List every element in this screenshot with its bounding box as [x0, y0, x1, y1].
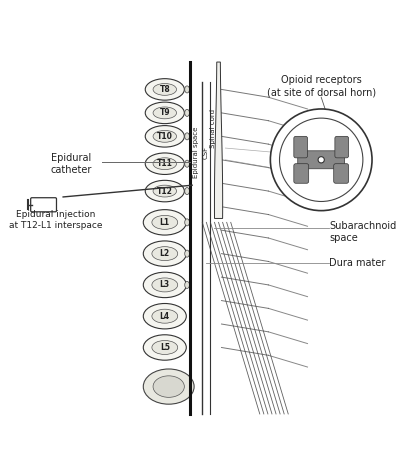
Ellipse shape — [185, 250, 190, 257]
Ellipse shape — [185, 188, 190, 195]
Text: T12: T12 — [157, 187, 173, 196]
Ellipse shape — [185, 281, 190, 288]
Text: Dura mater: Dura mater — [329, 258, 385, 268]
Ellipse shape — [153, 376, 184, 397]
Text: Subarachnoid
space: Subarachnoid space — [329, 221, 396, 243]
Ellipse shape — [143, 209, 186, 235]
Polygon shape — [215, 62, 222, 218]
Text: L1: L1 — [160, 218, 170, 227]
Ellipse shape — [145, 79, 184, 100]
Text: T8: T8 — [159, 85, 170, 94]
FancyBboxPatch shape — [335, 136, 349, 158]
Ellipse shape — [143, 335, 186, 360]
Ellipse shape — [185, 133, 190, 140]
Text: Epidural space: Epidural space — [193, 126, 199, 178]
Ellipse shape — [152, 247, 178, 261]
Text: L2: L2 — [160, 249, 170, 258]
FancyBboxPatch shape — [294, 136, 307, 158]
Text: T9: T9 — [159, 109, 170, 118]
FancyBboxPatch shape — [334, 164, 349, 183]
Ellipse shape — [145, 126, 184, 147]
FancyBboxPatch shape — [30, 198, 56, 212]
Text: T11: T11 — [157, 159, 173, 168]
Ellipse shape — [152, 309, 178, 323]
Circle shape — [279, 118, 363, 201]
Ellipse shape — [145, 180, 184, 202]
Text: Opioid receptors
(at site of dorsal horn): Opioid receptors (at site of dorsal horn… — [267, 75, 376, 97]
Ellipse shape — [145, 153, 184, 175]
Ellipse shape — [153, 83, 176, 95]
Circle shape — [318, 157, 324, 163]
Ellipse shape — [152, 340, 178, 355]
Text: Epidural injection
at T12-L1 interspace: Epidural injection at T12-L1 interspace — [9, 210, 102, 230]
Text: Epidural
catheter: Epidural catheter — [50, 152, 91, 175]
Ellipse shape — [152, 215, 178, 229]
FancyBboxPatch shape — [298, 151, 345, 169]
Ellipse shape — [143, 272, 186, 298]
Ellipse shape — [152, 278, 178, 292]
Ellipse shape — [185, 160, 190, 167]
Ellipse shape — [185, 109, 190, 117]
FancyBboxPatch shape — [294, 164, 309, 183]
Ellipse shape — [143, 304, 186, 329]
Ellipse shape — [185, 86, 190, 93]
Ellipse shape — [153, 130, 176, 142]
Text: L5: L5 — [160, 343, 170, 352]
Ellipse shape — [153, 185, 176, 197]
Ellipse shape — [145, 102, 184, 124]
Text: L3: L3 — [160, 280, 170, 289]
Ellipse shape — [185, 219, 190, 226]
Text: CSF: CSF — [202, 145, 208, 159]
Text: L4: L4 — [160, 312, 170, 321]
Ellipse shape — [153, 158, 176, 169]
Ellipse shape — [143, 241, 186, 267]
Circle shape — [270, 109, 372, 210]
Text: T10: T10 — [157, 132, 173, 141]
Ellipse shape — [143, 369, 194, 404]
Ellipse shape — [153, 107, 176, 119]
Text: Spinal cord: Spinal cord — [210, 109, 216, 148]
